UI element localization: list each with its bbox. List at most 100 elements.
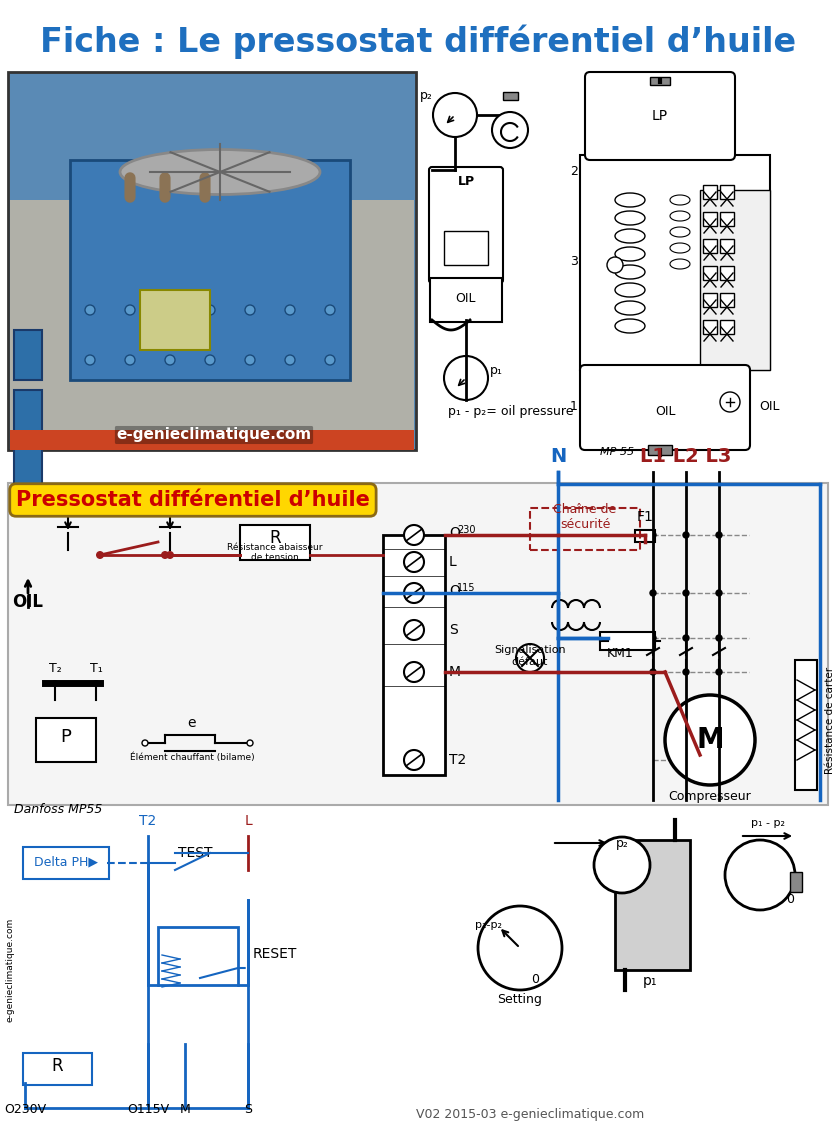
- Circle shape: [650, 532, 656, 538]
- Text: O: O: [449, 584, 460, 598]
- Circle shape: [165, 305, 175, 315]
- Text: p₁-p₂: p₁-p₂: [475, 920, 502, 930]
- Text: R: R: [51, 1057, 63, 1074]
- Text: Delta PH▶: Delta PH▶: [34, 855, 98, 868]
- Bar: [703, 266, 717, 280]
- Circle shape: [166, 551, 174, 559]
- Bar: [70, 160, 350, 380]
- Bar: [720, 293, 734, 307]
- Circle shape: [161, 551, 169, 559]
- Text: 1: 1: [570, 400, 578, 413]
- Bar: [10, 430, 414, 450]
- Text: LP: LP: [457, 175, 475, 188]
- Circle shape: [433, 93, 477, 136]
- Circle shape: [650, 590, 656, 596]
- Circle shape: [404, 551, 424, 572]
- Text: P: P: [60, 728, 71, 746]
- Text: p₁ - p₂: p₁ - p₂: [751, 818, 785, 828]
- Bar: [503, 92, 518, 100]
- Circle shape: [650, 669, 656, 675]
- Bar: [10, 200, 414, 448]
- Circle shape: [478, 906, 562, 990]
- Circle shape: [650, 634, 656, 641]
- FancyBboxPatch shape: [430, 279, 502, 322]
- Ellipse shape: [120, 149, 320, 194]
- Text: V02 2015-03 e-genieclimatique.com: V02 2015-03 e-genieclimatique.com: [415, 1107, 644, 1121]
- Bar: [703, 319, 717, 334]
- Text: Résistance de carter: Résistance de carter: [825, 666, 835, 773]
- Circle shape: [125, 355, 135, 365]
- Circle shape: [142, 740, 148, 746]
- Bar: [383, 536, 445, 775]
- FancyBboxPatch shape: [580, 365, 750, 450]
- Circle shape: [665, 695, 755, 785]
- Circle shape: [607, 257, 623, 273]
- Text: OIL: OIL: [655, 405, 675, 418]
- Circle shape: [205, 355, 215, 365]
- Circle shape: [716, 669, 722, 675]
- Bar: [790, 872, 802, 893]
- Text: LP: LP: [652, 109, 668, 123]
- Circle shape: [245, 355, 255, 365]
- Text: Chaîne de
sécurité: Chaîne de sécurité: [553, 503, 617, 531]
- Circle shape: [404, 662, 424, 682]
- Bar: [600, 632, 655, 650]
- Text: p₁ - p₂= oil pressure: p₁ - p₂= oil pressure: [448, 405, 573, 418]
- Text: L: L: [449, 555, 456, 568]
- Text: p₂: p₂: [615, 837, 629, 850]
- Text: O115V: O115V: [127, 1103, 169, 1117]
- Text: p₁: p₁: [643, 974, 657, 988]
- Circle shape: [404, 620, 424, 640]
- Text: OIL: OIL: [456, 292, 477, 305]
- Text: TEST: TEST: [178, 846, 212, 860]
- Text: T₂: T₂: [48, 662, 61, 675]
- Circle shape: [725, 840, 795, 910]
- Bar: [10, 200, 414, 448]
- Circle shape: [165, 355, 175, 365]
- Circle shape: [404, 583, 424, 603]
- Text: 0: 0: [531, 973, 539, 986]
- Bar: [720, 239, 734, 254]
- Circle shape: [716, 634, 722, 641]
- Text: p₂: p₂: [421, 89, 433, 102]
- Text: M: M: [449, 665, 461, 679]
- Text: M: M: [180, 1103, 191, 1117]
- Text: L: L: [244, 814, 252, 828]
- Text: p₁: p₁: [490, 364, 503, 377]
- Text: RESET: RESET: [253, 947, 298, 961]
- Circle shape: [444, 356, 488, 400]
- FancyBboxPatch shape: [36, 717, 96, 762]
- Text: S: S: [449, 623, 458, 637]
- Text: S: S: [244, 1103, 252, 1117]
- Bar: [158, 927, 238, 985]
- Text: 0: 0: [786, 893, 794, 906]
- Text: O230V: O230V: [4, 1103, 46, 1117]
- Circle shape: [325, 305, 335, 315]
- Text: M: M: [696, 727, 724, 754]
- Text: R: R: [269, 529, 281, 547]
- Text: 3: 3: [570, 255, 578, 268]
- Text: T2: T2: [140, 814, 156, 828]
- Bar: [240, 525, 310, 561]
- Bar: [530, 508, 640, 550]
- FancyBboxPatch shape: [429, 167, 503, 283]
- Text: T₁: T₁: [89, 662, 102, 675]
- Circle shape: [285, 305, 295, 315]
- Circle shape: [247, 740, 253, 746]
- FancyBboxPatch shape: [23, 1053, 92, 1085]
- Text: Élément chauffant (bilame): Élément chauffant (bilame): [130, 753, 254, 762]
- Circle shape: [683, 669, 689, 675]
- Text: Signalisation
défaut: Signalisation défaut: [494, 645, 566, 666]
- Circle shape: [93, 680, 99, 686]
- Circle shape: [683, 634, 689, 641]
- Bar: [703, 185, 717, 199]
- Circle shape: [716, 590, 722, 596]
- Text: TEST: TEST: [51, 485, 85, 499]
- Bar: [795, 659, 817, 790]
- Text: KM1: KM1: [607, 647, 634, 659]
- Text: 115: 115: [457, 583, 476, 594]
- FancyBboxPatch shape: [23, 847, 109, 879]
- Circle shape: [285, 355, 295, 365]
- Bar: [14, 330, 42, 380]
- Bar: [720, 319, 734, 334]
